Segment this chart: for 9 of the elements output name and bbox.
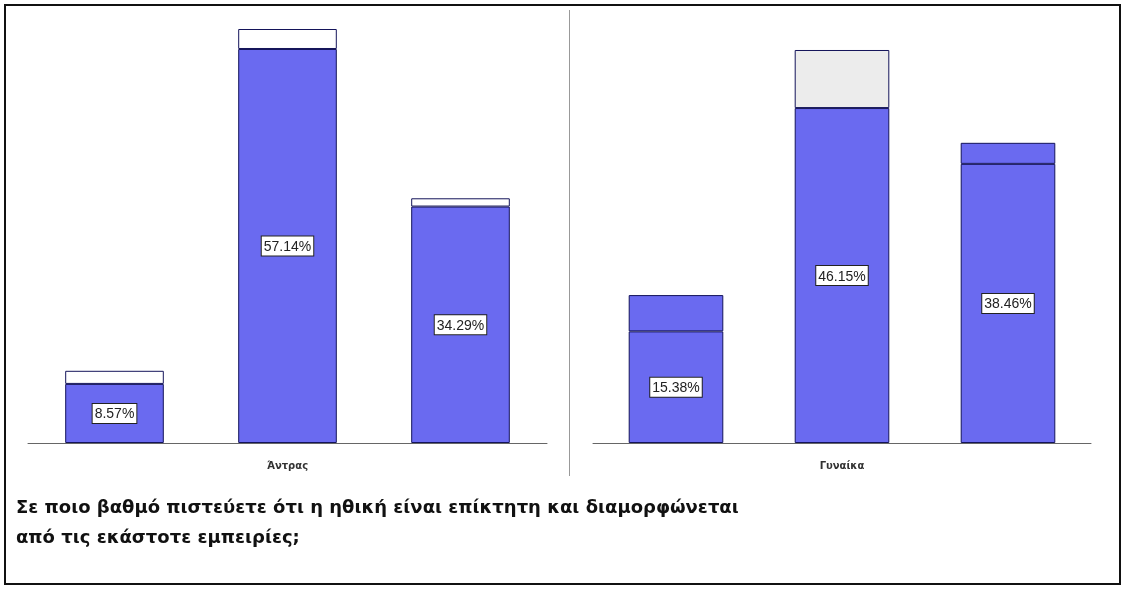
data-label: 38.46%: [984, 295, 1032, 312]
data-label: 8.57%: [94, 405, 135, 422]
data-label: 46.15%: [818, 267, 866, 284]
x-axis-title: Άντρας: [266, 459, 309, 471]
data-label: 57.14%: [263, 238, 312, 254]
text: Σε ποιο βαθμό πιστεύετε ότι η ηθική είναι επίκτητη και διαμορφώνεται από τις εκάστοτε εμπειρίες;: [16, 495, 740, 549]
data-label: 34.29%: [436, 316, 485, 333]
x-axis-title: Γυναίκα: [819, 459, 865, 471]
data-label: 15.38%: [652, 379, 700, 396]
